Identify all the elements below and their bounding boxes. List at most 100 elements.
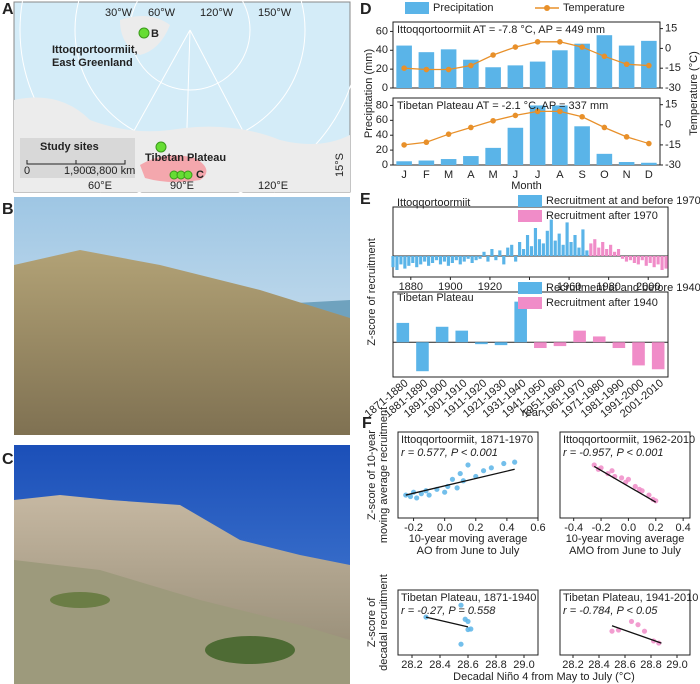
recruitment-bar xyxy=(438,256,443,265)
site-name: East Greenland xyxy=(52,57,133,69)
recruitment-bar xyxy=(466,256,470,259)
precipitation-bar xyxy=(463,156,479,165)
scale-bar xyxy=(26,160,126,165)
legend-label: Temperature xyxy=(563,2,625,14)
precipitation-bar xyxy=(440,159,457,165)
recruitment-bar xyxy=(664,256,668,269)
scatter-point xyxy=(632,483,638,490)
precipitation-bar xyxy=(596,153,613,165)
x-tick-label: F xyxy=(423,169,430,181)
site-marker xyxy=(183,170,193,180)
temperature-marker xyxy=(534,108,541,115)
temperature-marker xyxy=(646,62,652,69)
annotation: r = -0.784, P < 0.05 xyxy=(563,605,658,617)
temperature-marker xyxy=(646,140,652,147)
recruitment-bar xyxy=(494,256,498,261)
recruitment-bar xyxy=(475,342,488,345)
slope xyxy=(14,250,350,435)
recruitment-bar xyxy=(478,256,482,259)
y-tick-label: 20 xyxy=(376,63,388,75)
recruitment-bar xyxy=(427,256,431,266)
recruitment-bar xyxy=(573,235,577,256)
temperature-marker xyxy=(445,131,452,137)
recruitment-bar xyxy=(454,256,458,261)
lon-label: 90°E xyxy=(170,180,194,192)
lon-label: 60°E xyxy=(88,180,112,192)
temperature-marker xyxy=(534,39,541,45)
x-tick-label: S xyxy=(578,169,585,181)
legend-label: Study sites xyxy=(40,141,99,153)
lon-label: 120°E xyxy=(258,180,288,192)
precipitation-bar xyxy=(507,127,524,165)
recruitment-bar xyxy=(446,256,450,266)
photo-b xyxy=(14,197,350,435)
recruitment-bar xyxy=(632,256,636,263)
x-tick-label: 28.4 xyxy=(429,659,450,671)
x-tick-label: 0.2 xyxy=(648,522,663,534)
recruitment-bar xyxy=(395,256,399,270)
recruitment-bar xyxy=(396,322,410,343)
recruitment-bar xyxy=(569,242,573,256)
recruitment-bar xyxy=(482,251,486,256)
scatter-point xyxy=(628,618,635,625)
x-tick-label: M xyxy=(489,169,498,181)
temperature-marker xyxy=(579,113,585,120)
x-tick-label: 0.6 xyxy=(530,522,545,534)
x-tick-label: N xyxy=(623,169,631,181)
scale-label: 1,900 xyxy=(64,165,92,177)
site-marker xyxy=(138,27,150,39)
recruitment-bar xyxy=(553,342,567,347)
trend-line xyxy=(405,468,515,496)
temperature-line xyxy=(404,110,650,146)
chart-title: Ittoqqortoormiit AT = -7.8 °C, AP = 449 … xyxy=(397,24,605,36)
recruitment-bar xyxy=(541,243,545,256)
x-axis-label: AMO from June to July xyxy=(569,545,681,557)
recruitment-bar xyxy=(403,256,407,269)
scatter-point xyxy=(426,492,432,498)
x-tick-label: 2000 xyxy=(636,281,660,293)
recruitment-bar xyxy=(458,256,462,265)
trend-line xyxy=(611,625,662,644)
recruitment-bar xyxy=(498,250,502,256)
x-tick-label: 28.8 xyxy=(485,659,506,671)
x-axis-label: Month xyxy=(511,180,542,192)
recruitment-bar xyxy=(648,256,652,263)
y2-tick-label: -30 xyxy=(665,82,681,94)
recruitment-bar xyxy=(399,256,403,265)
temperature-marker xyxy=(490,117,496,124)
x-tick-label: 1960 xyxy=(557,281,581,293)
precipitation-bar xyxy=(552,105,568,165)
chart-title: Tibetan Plateau AT = -2.1 °C, AP = 337 m… xyxy=(397,100,608,112)
scatter-point xyxy=(488,465,494,471)
y-axis-label: Z-score of 10-year xyxy=(366,430,378,520)
x-tick-label: -0.2 xyxy=(592,522,611,534)
temperature-marker xyxy=(445,66,452,73)
y2-axis-label: Temperature (°C) xyxy=(688,51,700,135)
temperature-marker xyxy=(423,66,430,73)
photo-c xyxy=(14,445,350,684)
precipitation-bar xyxy=(485,67,501,88)
panel-letter: D xyxy=(360,1,372,18)
plot-frame xyxy=(392,97,661,166)
x-tick-label: M xyxy=(444,169,453,181)
panel-letter: B xyxy=(2,201,14,218)
site-label: B xyxy=(151,28,159,40)
y-tick-label: 60 xyxy=(376,25,388,37)
x-tick-label: 0.2 xyxy=(468,522,483,534)
x-tick-label: -0.2 xyxy=(404,522,423,534)
recruitment-bar xyxy=(537,239,541,256)
recruitment-bar xyxy=(534,342,547,349)
recruitment-bar xyxy=(597,247,601,256)
precipitation-bar xyxy=(574,43,590,88)
recruitment-bar xyxy=(450,256,454,263)
scatter-point xyxy=(591,462,597,468)
x-axis-label: 10-year moving average xyxy=(409,533,528,545)
recruitment-bar xyxy=(506,247,510,256)
y-axis-label: Z-score of recruitment xyxy=(366,238,378,346)
lon-label: 30°W xyxy=(105,7,133,19)
x-tick-label: 28.8 xyxy=(640,659,661,671)
lon-label: 150°W xyxy=(258,7,292,19)
y2-tick-label: 15 xyxy=(665,99,677,111)
scatter-point xyxy=(465,618,471,625)
y-axis-label: Precipitation (mm) xyxy=(363,49,375,138)
